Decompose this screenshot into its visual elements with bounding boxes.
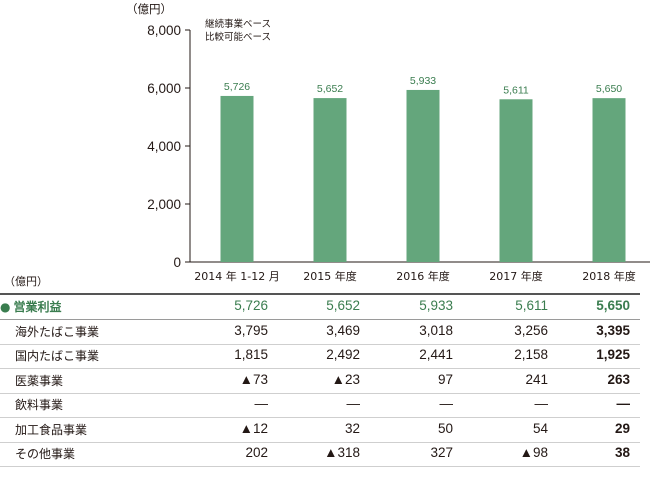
y-tick-label: 4,000 [147,139,181,154]
table-cell: 5,650 [596,298,630,313]
y-tick-label: 6,000 [147,81,181,96]
row-label-text: 国内たばこ事業 [15,349,100,363]
table-top-rule [0,293,640,295]
bar [406,89,440,263]
table-row: 医薬事業 ▲73 ▲23 97 241 263 [0,368,640,394]
table-cell: 3,395 [596,322,630,338]
table-cell: 3,256 [514,322,548,338]
row-label-text: 営業利益 [13,300,62,314]
row-label: 飲料事業 [15,396,63,413]
bar [313,98,347,262]
table-cell: 5,933 [419,298,453,313]
table-cell: ▲318 [324,445,360,460]
table-cell: 97 [437,371,453,387]
table-cell: 3,018 [419,322,453,338]
row-label: その他事業 [15,445,75,462]
table-cell: ▲23 [331,371,360,387]
table-cell: 3,795 [234,322,268,338]
bar [220,95,254,262]
bar-value-label: 5,611 [503,84,529,96]
bar-value-label: 5,652 [317,83,343,95]
basis-note-line: 継続事業ベース [205,19,272,30]
table-cell: 202 [245,445,268,460]
x-category-label: 2015 年度 [303,269,357,283]
x-category-label: 2018 年度 [582,269,636,283]
row-label-text: 加工食品事業 [15,422,88,437]
row-label-text: その他事業 [15,447,76,461]
x-category-label: 2014 年 1-12 月 [194,269,279,283]
row-label: 医薬事業 [15,372,63,389]
table-cell: 38 [614,445,630,460]
row-label: ● 営業利益 [0,298,62,315]
table-cell: 2,492 [326,347,360,362]
table-cell: 29 [614,420,630,436]
table-cell: 5,611 [515,298,548,313]
table-cell: 1,815 [234,347,268,362]
table-cell: 5,726 [234,298,268,313]
table-unit: （億円） [4,275,48,288]
row-label: 海外たばこ事業 [15,323,99,340]
table-cell: — [346,396,361,411]
table-cell: 3,469 [326,322,360,338]
table-cell: — [439,396,454,411]
x-category-label: 2016 年度 [396,269,450,283]
table-cell: — [616,396,631,411]
table-cell: 327 [430,445,453,460]
table-row: ● 営業利益 5,726 5,652 5,933 5,611 5,650 [0,294,640,320]
table-cell: 2,441 [419,347,453,362]
table-cell: 1,925 [596,347,630,362]
row-label: 国内たばこ事業 [15,347,99,364]
bar [592,98,626,263]
table-cell: 50 [437,420,453,436]
y-tick-label: 0 [173,255,181,270]
y-axis-unit: （億円） [126,2,172,16]
table-cell: — [254,396,269,411]
table-cell: — [534,396,549,411]
bullet-icon: ● [0,300,11,314]
bar-value-label: 5,933 [410,75,436,87]
table-cell: 2,158 [514,347,548,362]
table-row: その他事業 202 ▲318 327 ▲98 38 [0,441,640,467]
x-category-label: 2017 年度 [489,269,543,283]
bar-value-label: 5,726 [224,81,250,93]
table-cell: ▲12 [239,420,268,436]
table-cell: 5,652 [326,298,360,313]
table-cell: 241 [525,371,548,387]
basis-note-line: 比較可能ベース [205,32,272,43]
table-cell: ▲98 [519,445,548,460]
row-label-text: 飲料事業 [15,398,64,412]
row-label: 加工食品事業 [15,421,87,438]
basis-note: 継続事業ベース 比較可能ベース [205,18,271,44]
bar [499,99,533,262]
table-row: 海外たばこ事業 3,795 3,469 3,018 3,256 3,395 [0,319,640,345]
y-tick-label: 2,000 [147,197,181,212]
operating-profit-chart: 0 2,000 4,000 6,000 8,000 5,726 2014 年 1-12 月 5… [147,23,650,283]
y-tick-label: 8,000 [147,23,181,38]
row-label-text: 医薬事業 [15,373,64,388]
table-row: 飲料事業 — — — — — [0,392,640,418]
table-cell: 54 [532,420,548,436]
table-row: 加工食品事業 ▲12 32 50 54 29 [0,417,640,443]
bar-value-label: 5,650 [596,83,622,95]
table-row: 国内たばこ事業 1,815 2,492 2,441 2,158 1,925 [0,343,640,369]
table-cell: ▲73 [239,371,268,387]
row-label-text: 海外たばこ事業 [15,324,100,339]
table-cell: 32 [344,420,360,436]
table-cell: 263 [607,371,630,387]
